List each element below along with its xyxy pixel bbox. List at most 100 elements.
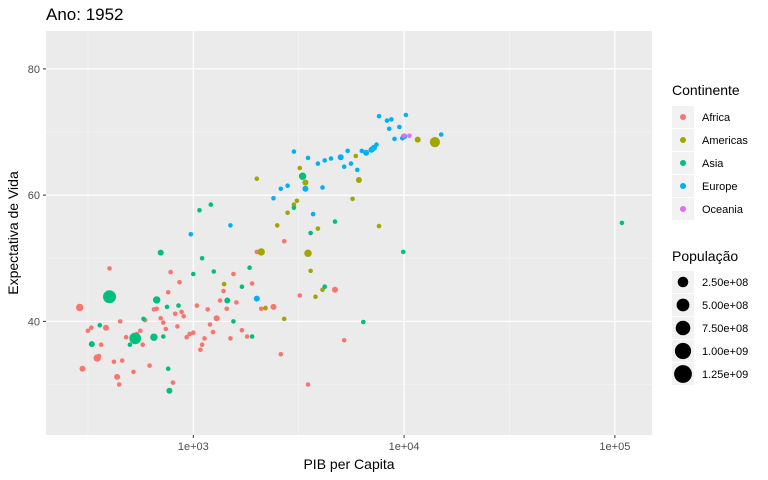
- size-legend-label: 1.00e+09: [702, 346, 748, 358]
- data-point-africa: [305, 382, 311, 387]
- data-point-europe: [389, 117, 394, 122]
- data-point-asia: [322, 284, 328, 290]
- color-legend-title: Continente: [672, 82, 740, 98]
- data-point-africa: [123, 334, 129, 340]
- data-point-europe: [322, 158, 328, 163]
- data-point-europe: [374, 142, 379, 147]
- data-point-africa: [79, 365, 86, 372]
- data-point-asia: [224, 297, 231, 304]
- chart-title: Ano: 1952: [46, 5, 124, 24]
- data-point-asia: [247, 265, 252, 271]
- size-legend-label: 5.00e+08: [702, 300, 748, 312]
- data-point-europe: [253, 295, 260, 302]
- data-point-africa: [147, 363, 152, 368]
- data-point-oceania: [401, 133, 407, 139]
- data-point-africa: [194, 303, 200, 308]
- data-point-asia: [176, 303, 181, 308]
- data-point-africa: [96, 353, 102, 359]
- data-point-americas: [294, 198, 300, 204]
- data-point-europe: [355, 167, 360, 173]
- data-point-africa: [114, 373, 121, 380]
- y-tick-label: 40: [28, 316, 40, 328]
- data-point-americas: [355, 177, 362, 183]
- data-point-europe: [384, 118, 390, 123]
- size-legend-title: População: [672, 248, 738, 264]
- data-point-africa: [258, 306, 264, 312]
- data-point-africa: [175, 324, 180, 329]
- x-axis-title: PIB per Capita: [303, 456, 394, 472]
- data-point-americas: [285, 210, 290, 216]
- data-point-africa: [191, 330, 196, 336]
- legend-label-oceania: Oceania: [702, 204, 744, 216]
- data-point-asia: [619, 220, 625, 226]
- data-point-asia: [166, 387, 173, 394]
- data-point-africa: [131, 369, 136, 375]
- legend-key-africa: [680, 114, 686, 120]
- data-point-europe: [291, 149, 297, 154]
- data-point-africa: [210, 329, 216, 335]
- data-point-asia: [332, 219, 338, 224]
- data-point-americas: [257, 248, 265, 256]
- size-legend-label: 7.50e+08: [702, 323, 748, 335]
- data-point-europe: [320, 185, 325, 190]
- data-point-europe: [376, 113, 382, 119]
- data-point-africa: [228, 336, 233, 341]
- data-point-asia: [298, 172, 307, 180]
- data-point-africa: [207, 322, 213, 327]
- data-point-europe: [359, 148, 365, 154]
- data-point-europe: [337, 154, 344, 161]
- data-point-europe: [228, 223, 233, 228]
- data-point-africa: [224, 306, 229, 312]
- data-point-africa: [332, 286, 338, 293]
- x-tick-label: 1e+04: [389, 441, 420, 453]
- data-point-africa: [138, 328, 143, 334]
- data-point-europe: [363, 149, 370, 156]
- data-point-asia: [97, 322, 103, 328]
- data-point-africa: [170, 380, 176, 385]
- data-point-africa: [249, 281, 255, 286]
- data-point-asia: [291, 205, 297, 211]
- y-tick-label: 60: [28, 190, 40, 202]
- data-point-asia: [231, 319, 236, 324]
- data-point-africa: [98, 342, 104, 348]
- data-point-asia: [308, 230, 313, 236]
- size-legend: População 2.50e+08 5.00e+08 7.50e+08 1.00e+…: [672, 248, 748, 385]
- data-point-africa: [103, 324, 109, 331]
- data-point-europe: [305, 155, 311, 161]
- data-points: [76, 112, 625, 394]
- legend-label-africa: Africa: [702, 112, 731, 124]
- size-key-dot: [677, 276, 689, 288]
- data-point-africa: [278, 351, 284, 357]
- data-point-africa: [116, 382, 122, 387]
- color-legend: Continente Africa Americas Asia Europe Ocean…: [672, 82, 748, 220]
- data-point-africa: [85, 328, 91, 334]
- x-tick-label: 1e+03: [178, 441, 209, 453]
- data-point-americas: [281, 316, 287, 322]
- data-point-africa: [111, 359, 117, 365]
- data-point-europe: [348, 161, 354, 166]
- legend-label-asia: Asia: [702, 158, 724, 170]
- data-point-africa: [163, 326, 169, 332]
- axes: 1e+03 1e+04 1e+05 40 60 80: [28, 64, 631, 453]
- data-point-asia: [239, 284, 245, 290]
- data-point-americas: [376, 223, 382, 229]
- legend-key-americas: [680, 137, 686, 143]
- data-point-europe: [188, 232, 194, 237]
- data-point-asia: [211, 269, 217, 274]
- data-point-africa: [341, 338, 347, 343]
- data-point-asia: [153, 296, 161, 304]
- data-point-africa: [297, 293, 303, 298]
- data-point-africa: [177, 279, 182, 285]
- data-point-asia: [150, 333, 158, 341]
- data-point-asia: [157, 249, 164, 256]
- data-point-americas: [429, 137, 440, 148]
- data-point-europe: [403, 112, 409, 118]
- plot-panel: [46, 31, 652, 435]
- data-point-europe: [278, 186, 284, 192]
- data-point-europe: [341, 164, 347, 169]
- size-key-dot: [676, 298, 690, 312]
- data-point-europe: [397, 124, 402, 130]
- data-point-africa: [244, 334, 250, 339]
- legend-label-europe: Europe: [702, 181, 737, 193]
